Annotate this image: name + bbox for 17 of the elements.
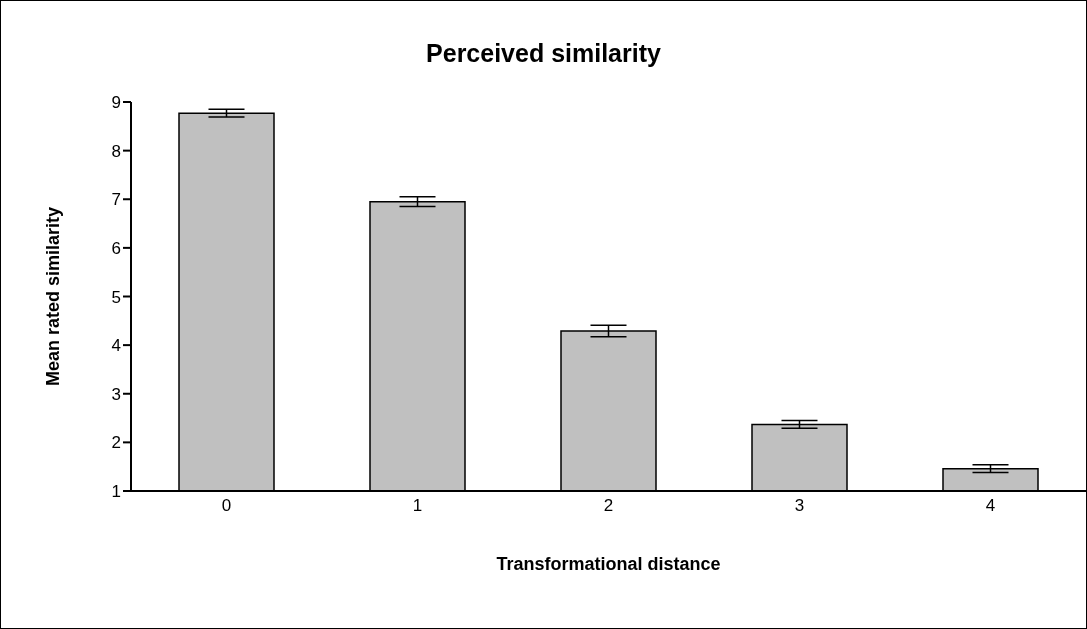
y-tick-label: 5 <box>111 287 121 307</box>
x-tick-label: 4 <box>985 496 996 516</box>
x-axis-title: Transformational distance <box>496 553 721 574</box>
x-tick-label: 0 <box>221 496 232 516</box>
y-tick-label: 1 <box>111 482 121 502</box>
y-axis-title: Mean rated similarity <box>43 206 64 387</box>
chart-title: Perceived similarity <box>425 39 662 68</box>
y-tick-label: 6 <box>111 238 121 258</box>
y-tick-label: 2 <box>111 433 121 453</box>
y-tick-label: 4 <box>111 336 121 356</box>
y-tick-label: 3 <box>111 384 121 404</box>
x-tick-label: 3 <box>794 496 805 516</box>
y-tick-label: 7 <box>111 190 121 210</box>
y-tick-label: 8 <box>111 141 121 161</box>
x-tick-label: 1 <box>412 496 423 516</box>
x-tick-label: 2 <box>603 496 614 516</box>
y-tick-label: 9 <box>111 93 121 113</box>
